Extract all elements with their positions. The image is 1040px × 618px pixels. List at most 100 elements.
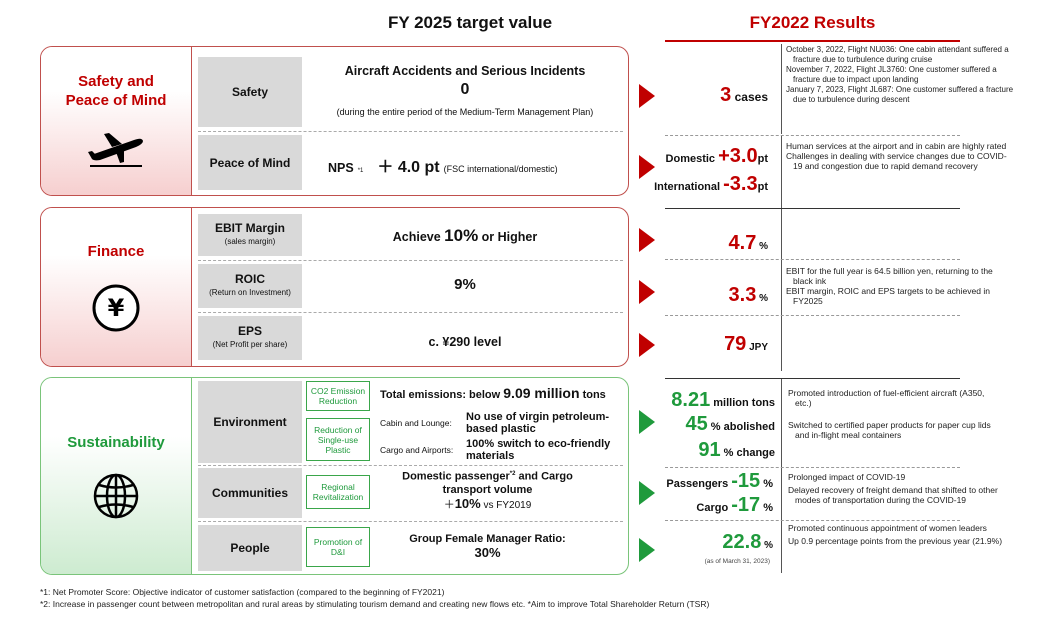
safety-target-value: 0	[460, 81, 470, 98]
env-result-2: 45 % abolished	[685, 413, 776, 435]
nps-footnote-mark: *1	[357, 168, 364, 174]
finance-category: Finance ¥	[41, 208, 191, 366]
cabin-target: No use of virgin petroleum-based plastic	[466, 411, 610, 435]
nps-label: NPS	[328, 161, 354, 175]
env-result-1: 8.21 million tons	[671, 389, 775, 411]
safety-result-notes: October 3, 2022, Flight NU036: One cabin…	[786, 45, 1014, 104]
results-divider-4	[665, 315, 960, 316]
finance-row-divider-2	[198, 312, 623, 313]
roic-target: 9%	[454, 276, 476, 293]
nps-target-note: (FSC international/domestic)	[443, 164, 558, 174]
safety-target-title: Aircraft Accidents and Serious Incidents	[344, 64, 586, 78]
results-header-underline	[665, 40, 960, 42]
ebit-label: EBIT Margin (sales margin)	[198, 214, 302, 256]
peace-label: Peace of Mind	[198, 135, 302, 190]
env-result-3: 91 % change	[698, 439, 775, 461]
dei-tag: Promotion of D&I	[306, 527, 370, 567]
roic-result: 3.3 %	[728, 284, 768, 306]
nps-target-value: ＋ 4.0 pt	[377, 159, 440, 176]
results-vline-7	[781, 468, 782, 520]
sustainability-title: Sustainability	[67, 433, 165, 451]
results-divider-3	[665, 259, 960, 260]
co2-target: Total emissions: below 9.09 million tons	[380, 385, 606, 401]
target-header: FY 2025 target value	[387, 13, 553, 32]
results-header: FY2022 Results	[749, 13, 876, 32]
safety-title-1: Safety and	[78, 73, 154, 90]
safety-target-note: (during the entire period of the Medium-…	[336, 107, 594, 117]
finance-row-divider-1	[198, 260, 623, 261]
results-divider-7	[665, 520, 960, 521]
results-vline-6	[781, 379, 782, 467]
env-result-notes: Promoted introduction of fuel-efficient …	[788, 388, 991, 440]
ebit-target: Achieve 10% or Higher	[392, 226, 538, 245]
comm-result-notes: Prolonged impact of COVID-19 Delayed rec…	[788, 472, 998, 505]
roic-arrow-icon	[639, 280, 655, 304]
safety-divider	[191, 47, 192, 195]
ebit-result: 4.7 %	[728, 232, 768, 254]
safety-title-2: Peace of Mind	[65, 92, 167, 109]
finance-panel	[40, 207, 629, 367]
safety-label: Safety	[198, 57, 302, 127]
safety-arrow-icon	[639, 84, 655, 108]
cargo-airport-label: Cargo and Airports:	[380, 445, 454, 455]
communities-arrow-icon	[639, 481, 655, 505]
comm-cargo-result: Cargo -17 %	[696, 494, 773, 516]
people-arrow-icon	[639, 538, 655, 562]
results-vline-2	[781, 136, 782, 208]
globe-icon	[93, 473, 139, 518]
safety-panel	[40, 46, 629, 196]
sustainability-divider	[191, 378, 192, 574]
peace-international-result: International -3.3pt	[654, 173, 768, 195]
results-vline-3	[781, 209, 782, 259]
environment-label: Environment	[198, 381, 302, 463]
roic-label: ROIC (Return on Investment)	[198, 264, 302, 308]
results-vline-4	[781, 260, 782, 315]
comm-passengers-result: Passengers -15 %	[666, 470, 773, 492]
finance-divider	[191, 208, 192, 366]
results-divider-6	[665, 467, 960, 468]
safety-row-divider	[198, 131, 623, 132]
results-vline-1	[781, 44, 782, 134]
peace-target: NPS *1 ＋ 4.0 pt (FSC international/domes…	[328, 153, 628, 177]
safety-target: Aircraft Accidents and Serious Incidents…	[310, 64, 620, 117]
airplane-icon	[88, 133, 143, 167]
environment-arrow-icon	[639, 410, 655, 434]
cabin-label: Cabin and Lounge:	[380, 418, 452, 428]
safety-category: Safety and Peace of Mind	[41, 47, 191, 195]
communities-target: Domestic passenger*2 and Cargo transport…	[402, 470, 573, 511]
sust-row-divider-2	[198, 521, 623, 522]
regional-tag: Regional Revitalization	[306, 475, 370, 509]
sust-row-divider-1	[198, 465, 623, 466]
plastic-tag: Reduction of Single-use Plastic	[306, 418, 370, 461]
safety-result: 3 cases	[720, 84, 768, 106]
footnote-1: *1: Net Promoter Score: Objective indica…	[40, 587, 445, 597]
results-divider-1	[665, 135, 960, 136]
peace-arrow-icon	[639, 155, 655, 179]
people-asof: (as of March 31, 2023)	[704, 558, 770, 565]
people-label: People	[198, 525, 302, 571]
results-vline-5	[781, 316, 782, 371]
cargo-airport-target: 100% switch to eco-friendly materials	[466, 438, 611, 462]
peace-result-notes: Human services at the airport and in cab…	[786, 141, 1007, 171]
footnote-2: *2: Increase in passenger count between …	[40, 599, 710, 609]
peace-domestic-result: Domestic +3.0pt	[665, 145, 768, 167]
people-target: Group Female Manager Ratio: 30%	[409, 533, 566, 560]
sustainability-panel	[40, 377, 629, 575]
people-result-notes: Promoted continuous appointment of women…	[788, 523, 1003, 546]
eps-result: 79 JPY	[724, 333, 768, 355]
svg-text:¥: ¥	[108, 294, 125, 322]
results-vline-8	[781, 521, 782, 573]
results-divider-2	[665, 208, 960, 209]
finance-result-notes: EBIT for the full year is 64.5 billion y…	[786, 266, 993, 306]
yen-icon: ¥	[92, 284, 140, 331]
sustainability-category: Sustainability	[41, 378, 191, 574]
results-divider-5	[665, 378, 960, 379]
eps-label: EPS (Net Profit per share)	[198, 316, 302, 360]
people-result: 22.8 %	[722, 531, 773, 553]
eps-target: c. ¥290 level	[428, 335, 502, 349]
finance-title: Finance	[87, 242, 145, 260]
ebit-arrow-icon	[639, 228, 655, 252]
eps-arrow-icon	[639, 333, 655, 357]
co2-tag: CO2 Emission Reduction	[306, 381, 370, 411]
communities-label: Communities	[198, 468, 302, 518]
